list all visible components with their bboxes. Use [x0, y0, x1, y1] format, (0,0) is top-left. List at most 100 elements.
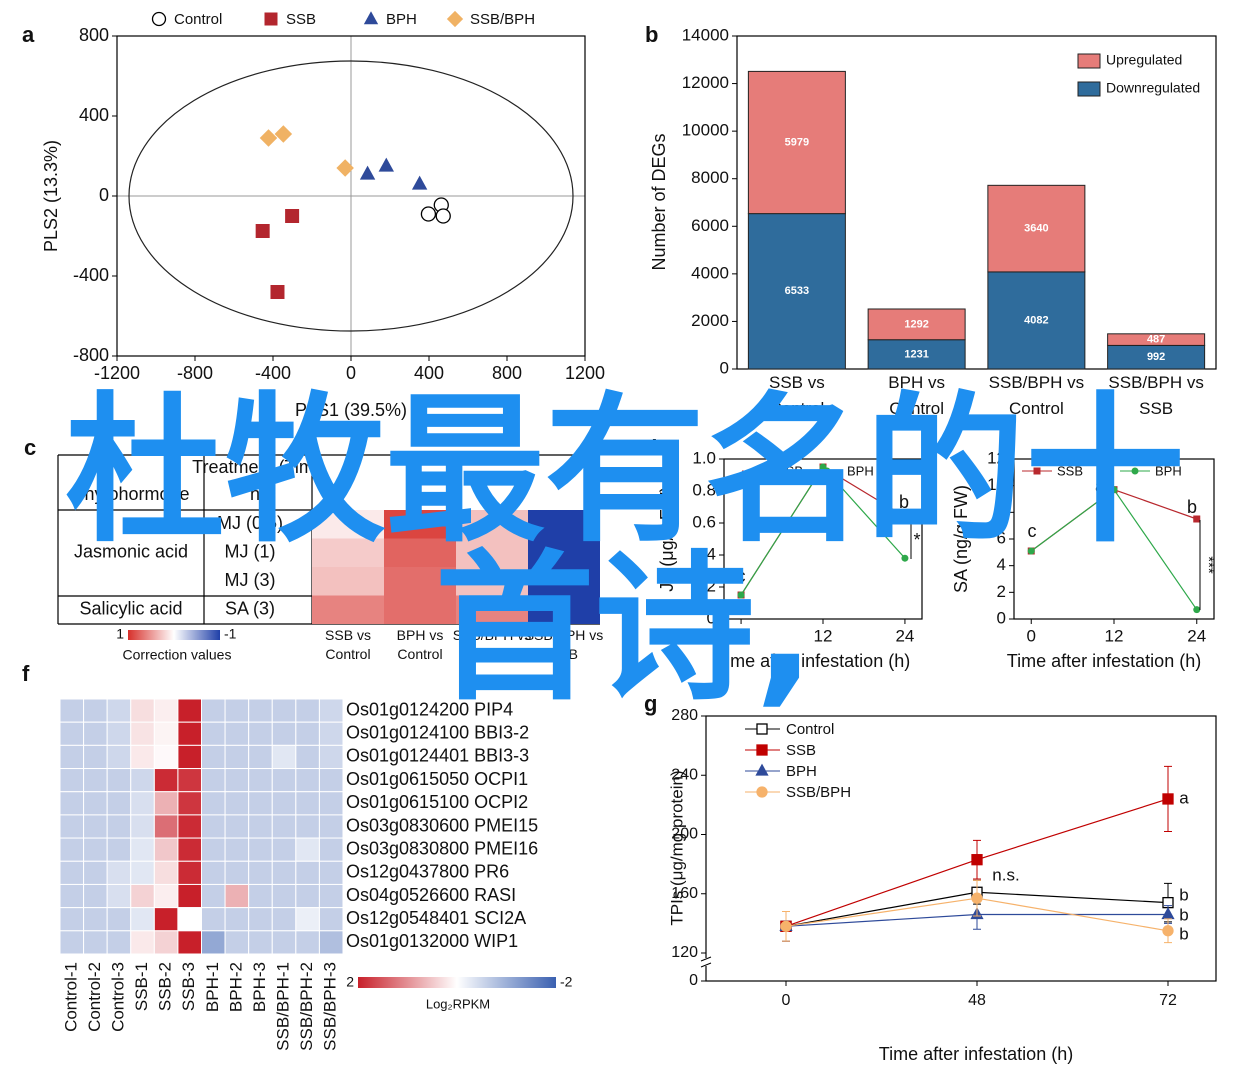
legend-label: Upregulated	[1106, 52, 1182, 68]
label-line: Control	[889, 399, 944, 418]
x-axis-label: Time after infestation (h)	[1007, 651, 1201, 671]
y-tick-label: 2	[997, 582, 1006, 601]
heatmap-cell	[271, 837, 297, 862]
group-label: Salicylic acid	[79, 599, 182, 619]
x-axis-label: Time after infestation (h)	[716, 651, 910, 671]
x-tick-label: 0	[1027, 626, 1036, 645]
heatmap-cell	[318, 768, 344, 793]
bar-segment	[747, 70, 846, 215]
heatmap-cell	[224, 930, 250, 955]
label-line: SSB/BPH vs	[525, 627, 604, 643]
label-line: SSB	[550, 646, 578, 662]
heatmap-cell	[153, 837, 179, 862]
bar-segment	[867, 339, 966, 370]
heatmap-cell	[177, 768, 203, 793]
legend-marker	[755, 763, 769, 776]
panel-label: a	[22, 22, 35, 47]
heatmap-cell	[130, 930, 155, 955]
y-tick-label: 0.4	[692, 544, 716, 563]
row-label: MJ (0.5)	[217, 513, 283, 533]
bar-value-label: 487	[1147, 334, 1165, 346]
heatmap-cell	[177, 791, 203, 816]
y-tick-label: 6	[997, 528, 1006, 547]
y-tick-label: 0	[997, 608, 1006, 627]
row-label: Os01g0124401 BBI3-3	[346, 746, 529, 766]
heatmap-cell	[248, 814, 273, 839]
heatmap-cell	[456, 510, 528, 539]
x-tick-label: 24	[1187, 626, 1206, 645]
colorbar-tick-label: 2	[346, 974, 354, 990]
heatmap-cell	[295, 814, 320, 839]
y-tick-label: 0.6	[692, 512, 716, 531]
annotation: ***	[1200, 556, 1217, 574]
x-axis-label: PLS1 (39.5%)	[295, 400, 407, 420]
colorbar	[128, 630, 220, 640]
marker	[420, 206, 437, 222]
x-axis-label: Time after infestation (h)	[879, 1044, 1073, 1064]
marker	[270, 285, 285, 299]
column-label: Control-3	[108, 962, 127, 1032]
heatmap-cell	[271, 814, 297, 839]
heatmap-cell	[271, 721, 297, 746]
heatmap-cell	[528, 595, 600, 624]
overlay-text: 杜牧最有名的十首诗,	[64, 377, 1185, 722]
heatmap-cell	[177, 907, 203, 932]
annotation: c	[1028, 521, 1037, 541]
x-tick-label: SSB/BPH vs Control	[989, 373, 1084, 418]
heatmap-cell	[248, 883, 273, 909]
heatmap-cell	[59, 768, 85, 793]
plot-frame	[705, 715, 1217, 982]
heatmap-cell	[318, 883, 344, 909]
heatmap-cell	[153, 768, 179, 793]
heatmap-cell	[83, 907, 108, 932]
heatmap-cell	[59, 744, 85, 770]
marker	[1193, 515, 1201, 523]
y-tick-label: 2000	[691, 311, 729, 330]
heatmap-cell	[130, 814, 155, 839]
heatmap-cell	[224, 907, 250, 932]
heatmap-cell	[456, 595, 528, 624]
y-tick-label: 240	[671, 766, 698, 783]
legend-marker	[264, 12, 278, 26]
heatmap-cell	[106, 907, 132, 932]
heatmap-cell	[295, 837, 320, 862]
heatmap-cell	[83, 744, 108, 770]
y-tick-label: 14000	[682, 25, 729, 44]
heatmap-cell	[295, 907, 320, 932]
bar-value-label: 6533	[785, 285, 809, 297]
bar-value-label: 992	[1147, 351, 1165, 363]
label-line: Control	[325, 646, 370, 662]
marker	[971, 892, 983, 904]
heatmap-cell	[83, 860, 108, 885]
panel-label: d	[644, 435, 657, 460]
y-tick-label: 4	[997, 555, 1006, 574]
marker	[378, 157, 394, 172]
marker	[737, 591, 745, 599]
heatmap-cell	[318, 814, 344, 839]
column-label: SSB/BPH-1	[274, 962, 293, 1051]
y-tick-label: 0	[707, 608, 716, 627]
annotation: n.s.	[992, 865, 1019, 884]
row-label: Os04g0526600 RASI	[346, 885, 516, 905]
column-label: BPH vs Control	[397, 627, 444, 662]
x-tick-label: -400	[255, 363, 291, 383]
panel-label: b	[645, 22, 658, 47]
heatmap-cell	[248, 768, 273, 793]
label-line: Control	[397, 646, 442, 662]
heatmap-cell	[83, 883, 108, 909]
bar-segment	[867, 308, 966, 341]
row-label: Os01g0124200 PIP4	[346, 699, 513, 719]
axis-break-gap	[700, 958, 712, 966]
y-tick-label: 1.0	[692, 448, 716, 467]
row-label: SA (3)	[225, 599, 275, 619]
heatmap-cell	[59, 814, 85, 839]
heatmap-cell	[295, 744, 320, 770]
heatmap-cell	[224, 768, 250, 793]
row-label: Os01g0615050 OCPI1	[346, 769, 528, 789]
row-label: Os12g0437800 PR6	[346, 862, 509, 882]
heatmap-cell	[177, 860, 203, 885]
legend-label: BPH	[847, 463, 874, 478]
heatmap-cell	[456, 538, 528, 567]
heatmap-cell	[153, 860, 179, 885]
